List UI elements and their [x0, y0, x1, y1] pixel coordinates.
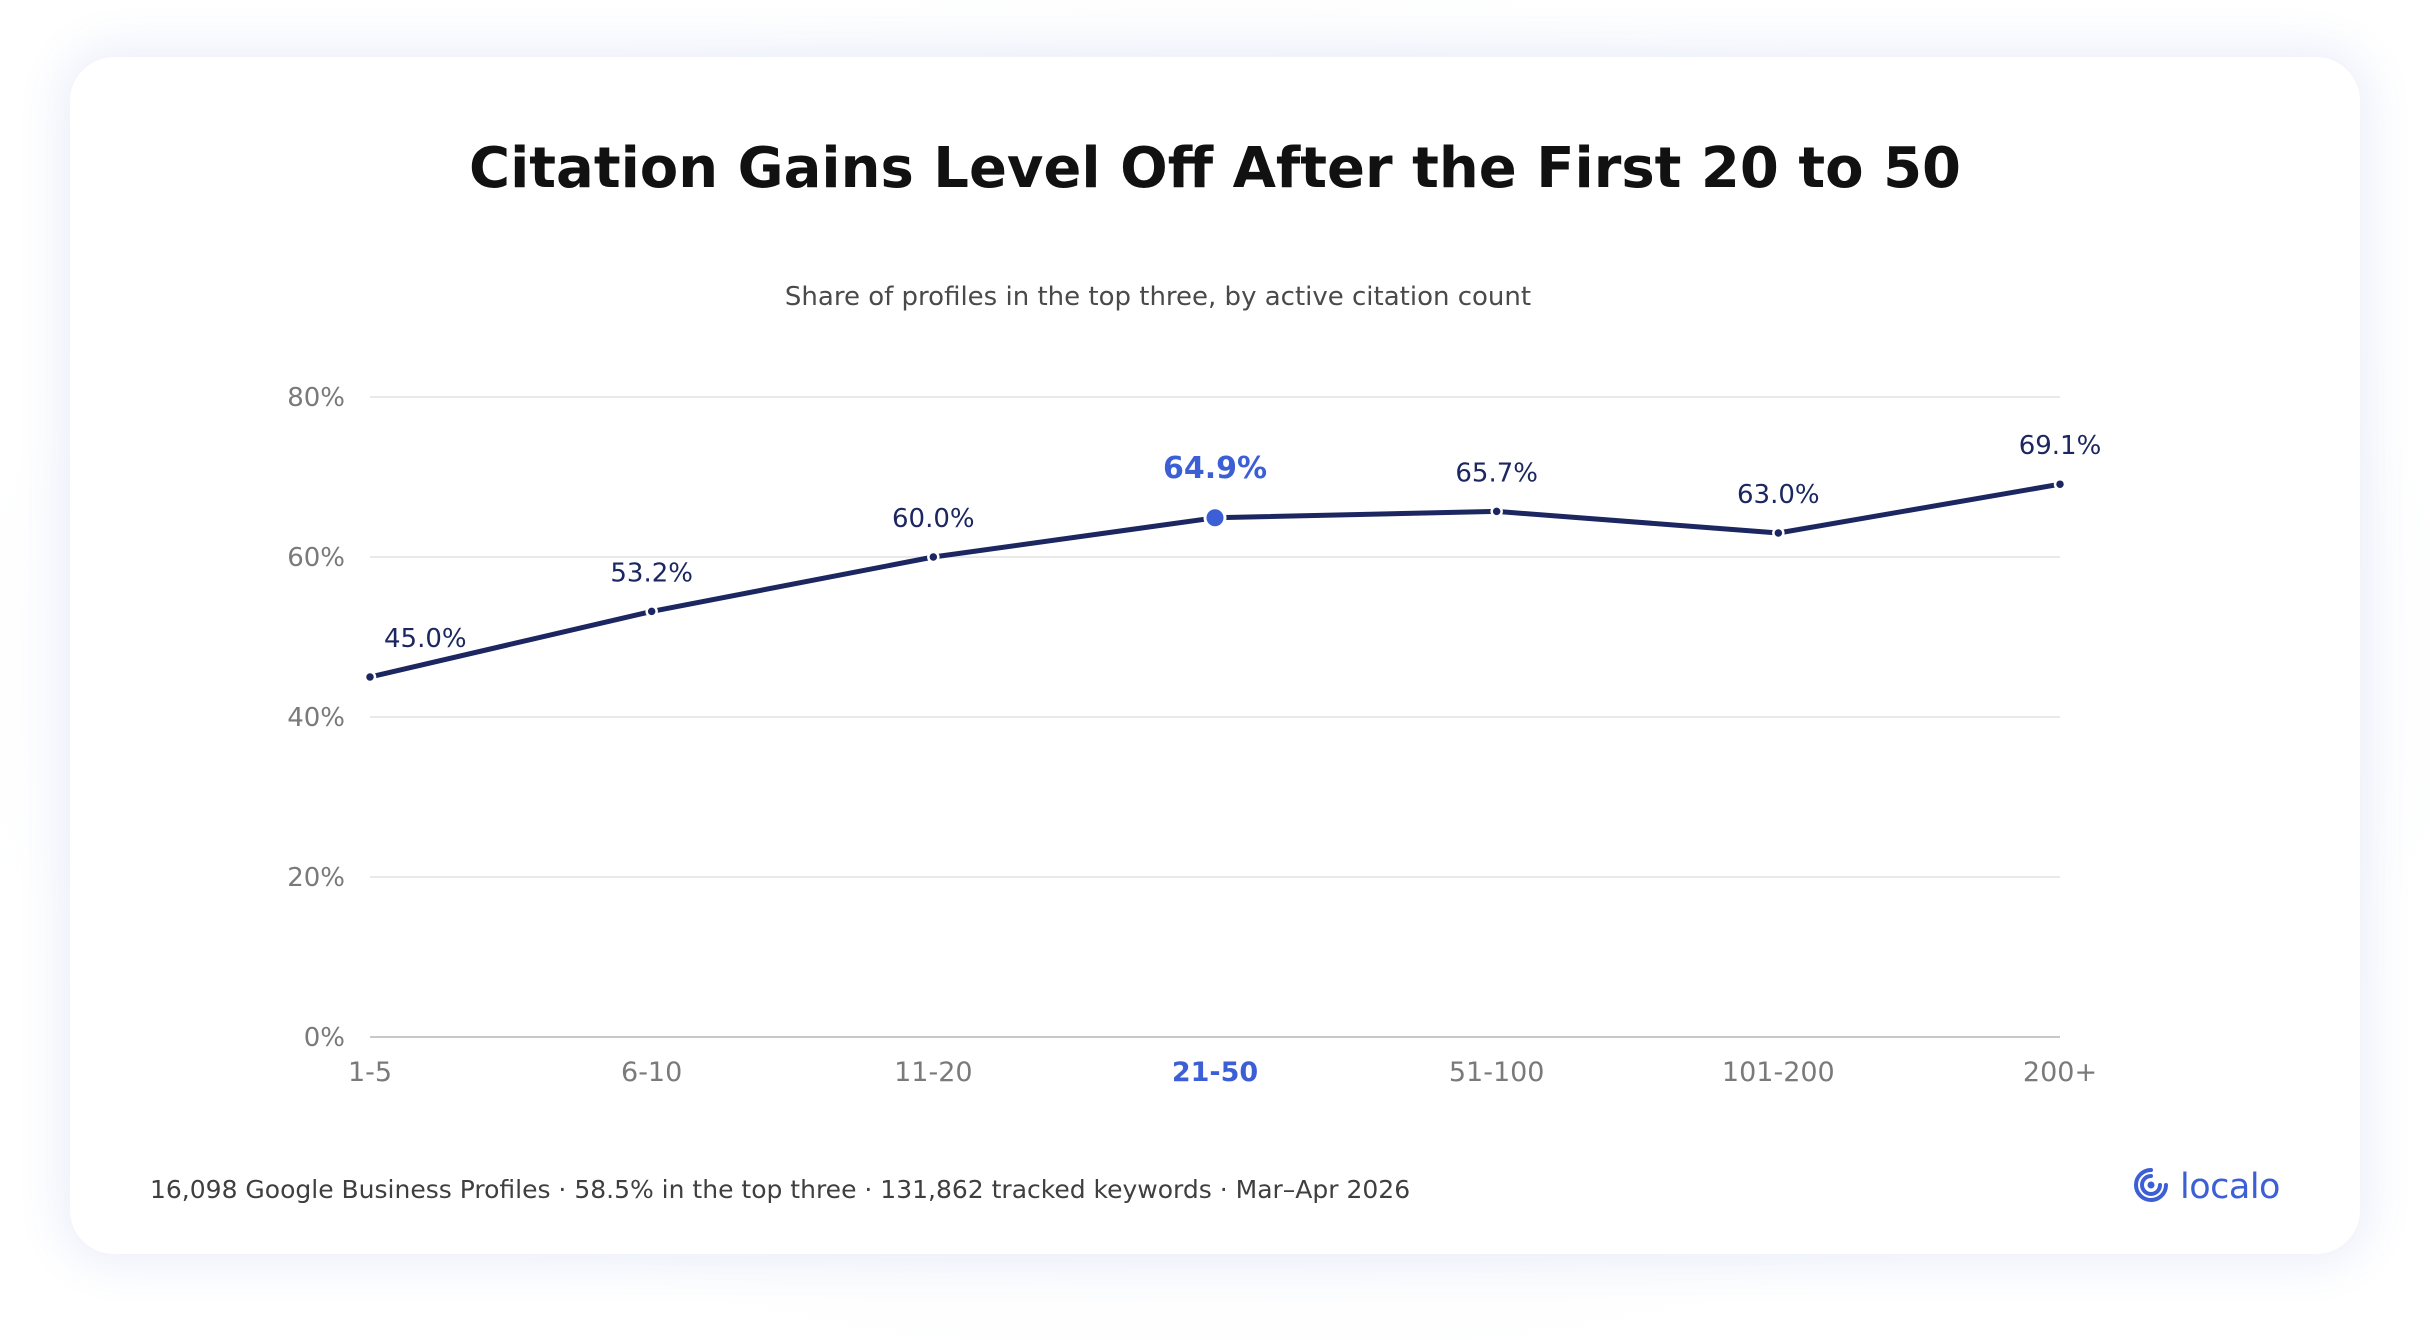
data-point[interactable] — [363, 670, 377, 684]
data-label: 69.1% — [2019, 431, 2102, 461]
data-point[interactable] — [645, 605, 658, 618]
highlight-point[interactable] — [1203, 506, 1227, 530]
data-point[interactable] — [2053, 477, 2067, 491]
data-label: 64.9% — [1163, 451, 1267, 486]
y-axis-ticks: 0% 20% 40% 60% 80% — [287, 383, 345, 1053]
data-point[interactable] — [1490, 505, 1503, 518]
location-pin-icon — [2130, 1164, 2172, 1210]
data-label: 53.2% — [610, 558, 693, 588]
data-point[interactable] — [1772, 526, 1785, 540]
data-point[interactable] — [927, 550, 940, 564]
y-tick-label: 60% — [287, 543, 345, 573]
data-label: 65.7% — [1455, 458, 1538, 488]
y-tick-label: 80% — [287, 383, 345, 413]
footer-note: 16,098 Google Business Profiles · 58.5% … — [150, 1175, 1411, 1204]
y-tick-label: 20% — [287, 863, 345, 893]
x-tick-label: 101-200 — [1722, 1057, 1835, 1088]
series-points — [363, 477, 2067, 684]
y-tick-label: 0% — [304, 1023, 345, 1053]
data-label: 60.0% — [892, 504, 975, 534]
data-label: 45.0% — [384, 624, 467, 654]
x-tick-label: 200+ — [2023, 1057, 2097, 1088]
x-tick-label: 1-5 — [348, 1057, 392, 1088]
chart-subtitle: Share of profiles in the top three, by a… — [784, 282, 1532, 312]
x-tick-label: 51-100 — [1449, 1057, 1545, 1088]
x-tick-label: 6-10 — [621, 1057, 682, 1088]
data-label: 63.0% — [1737, 480, 1820, 510]
x-tick-label: 21-50 — [1172, 1057, 1258, 1088]
x-axis-ticks: 1-5 6-10 11-20 21-50 51-100 101-200 200+ — [348, 1057, 2097, 1088]
x-tick-label: 11-20 — [894, 1057, 972, 1088]
logo-wordmark: localo — [2180, 1167, 2280, 1207]
grid-lines — [370, 396, 2060, 1038]
chart-title: Citation Gains Level Off After the First… — [468, 136, 1962, 201]
localo-logo[interactable]: localo — [2130, 1162, 2280, 1212]
data-labels: 45.0% 53.2% 60.0% 64.9% 65.7% 63.0% 69.1% — [384, 431, 2101, 654]
y-tick-label: 40% — [287, 703, 345, 733]
